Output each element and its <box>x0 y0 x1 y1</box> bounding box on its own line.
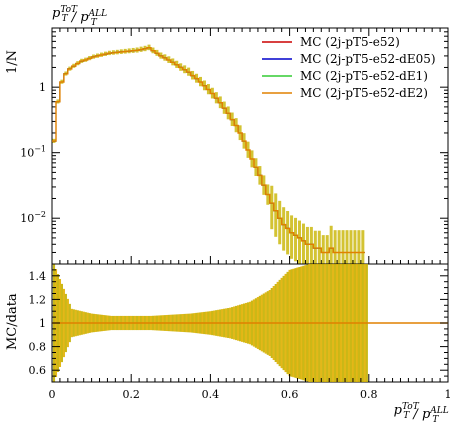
main-y-tick-label: 10−2 <box>20 210 46 225</box>
x-tick-label: 1 <box>445 388 452 401</box>
plot-title: pToT T / pALL T <box>52 5 107 28</box>
legend-label: MC (2j-pT5-e52-dE05) <box>300 52 436 66</box>
legend-label: MC (2j-pT5-e52-dE2) <box>300 86 428 100</box>
main-series-marks <box>52 44 365 264</box>
x-tick-label: 0 <box>49 388 56 401</box>
main-ylabel: 1/N <box>5 50 20 74</box>
main-y-tick-labels: 10−2 10−1 1 <box>20 81 46 225</box>
ratio-y-tick-labels: 0.6 0.8 1 1.2 1.4 <box>29 270 47 377</box>
legend-label: MC (2j-pT5-e52) <box>300 35 400 49</box>
x-tick-labels: 0 0.2 0.4 0.6 0.8 1 <box>49 388 452 401</box>
ratio-ticks <box>51 263 449 383</box>
ratio-y-tick-label: 1.4 <box>29 270 47 283</box>
ratio-band-marks <box>52 264 448 382</box>
legend: MC (2j-pT5-e52) MC (2j-pT5-e52-dE05) MC (2… <box>262 35 436 100</box>
ratio-y-tick-label: 0.6 <box>29 364 47 377</box>
ratio-y-tick-label: 1 <box>39 317 46 330</box>
series-line <box>52 47 365 254</box>
ratio-y-tick-label: 1.2 <box>29 293 47 306</box>
main-y-tick-label: 1 <box>39 81 46 94</box>
main-y-tick-label: 10−1 <box>20 145 46 160</box>
ratio-ylabel: MC/data <box>5 293 20 350</box>
x-tick-label: 0.4 <box>202 388 220 401</box>
x-tick-label: 0.2 <box>122 388 140 401</box>
main-ticks <box>51 27 449 265</box>
ratio-y-tick-label: 0.8 <box>29 341 47 354</box>
x-axis-label: pToT T / pALL T <box>394 402 449 422</box>
x-tick-label: 0.8 <box>360 388 378 401</box>
legend-label: MC (2j-pT5-e52-dE1) <box>300 69 428 83</box>
x-tick-label: 0.6 <box>281 388 299 401</box>
